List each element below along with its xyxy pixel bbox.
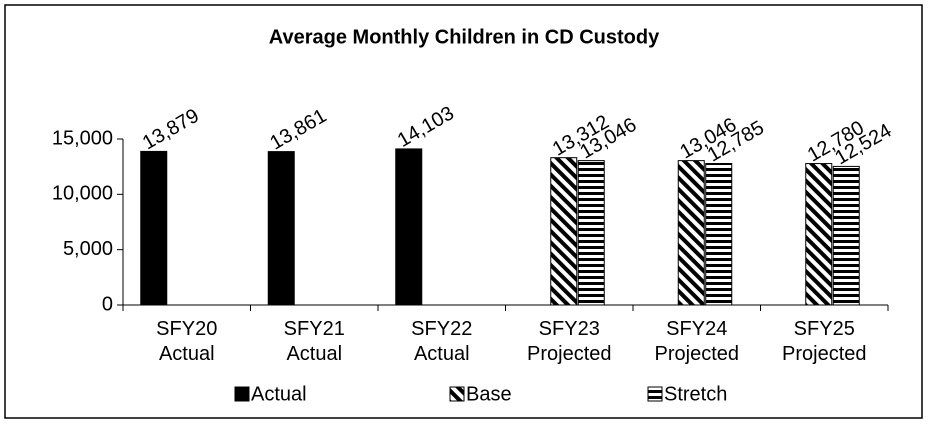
bar — [140, 150, 168, 306]
x-tick-label: SFY24 Projected — [655, 318, 740, 365]
bar — [577, 160, 605, 306]
bar — [677, 160, 705, 306]
x-tick-label-line: Projected — [782, 343, 867, 365]
bar — [832, 165, 860, 306]
bar — [395, 148, 423, 306]
x-tick-label: SFY21 Actual — [284, 318, 345, 365]
y-tick-label: 10,000 — [52, 183, 113, 205]
x-tick-label: SFY20 Actual — [156, 318, 217, 365]
x-tick-label-line: SFY25 — [794, 318, 855, 340]
x-tick-label-line: Projected — [655, 343, 740, 365]
bar — [805, 163, 833, 306]
legend-label: Actual — [251, 383, 307, 405]
x-tick-label-line: Actual — [414, 343, 470, 365]
bar — [550, 157, 578, 306]
bar — [705, 163, 733, 306]
y-tick-label: 15,000 — [52, 127, 113, 149]
bar — [267, 151, 295, 306]
y-tick-label: 0 — [102, 293, 113, 315]
x-tick-label: SFY23 Projected — [527, 318, 612, 365]
x-tick-label: SFY22 Actual — [411, 318, 472, 365]
legend-swatch — [234, 386, 250, 402]
legend-label: Stretch — [664, 383, 727, 405]
x-tick-label-line: SFY23 — [539, 318, 600, 340]
x-tick-label-line: Actual — [286, 343, 342, 365]
x-tick-label-line: SFY20 — [156, 318, 217, 340]
x-tick-label-line: SFY21 — [284, 318, 345, 340]
x-tick-label: SFY25 Projected — [782, 318, 867, 365]
x-tick-label-line: Projected — [527, 343, 612, 365]
x-tick-label-line: Actual — [159, 343, 215, 365]
legend-swatch — [647, 386, 663, 402]
y-tick-label: 5,000 — [63, 238, 113, 260]
legend-label: Base — [466, 383, 512, 405]
legend-swatch — [449, 386, 465, 402]
chart-title: Average Monthly Children in CD Custody — [269, 26, 660, 48]
x-tick-label-line: SFY24 — [666, 318, 727, 340]
x-tick-label-line: SFY22 — [411, 318, 472, 340]
